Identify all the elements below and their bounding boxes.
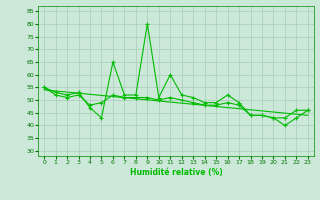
X-axis label: Humidité relative (%): Humidité relative (%) — [130, 168, 222, 177]
